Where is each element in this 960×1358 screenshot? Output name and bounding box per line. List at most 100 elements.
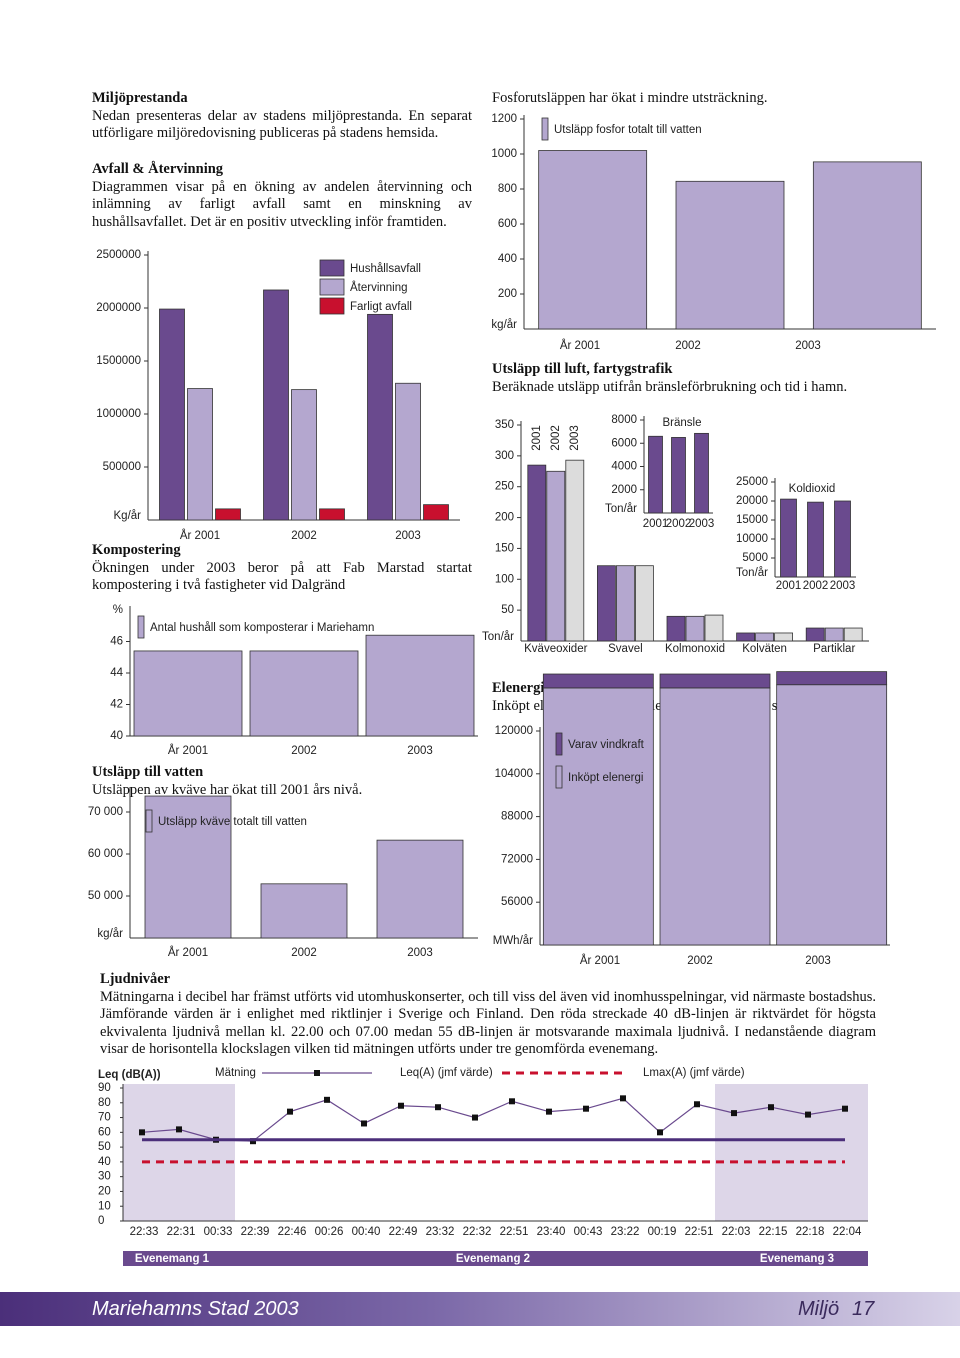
bar (542, 687, 654, 946)
bar (527, 464, 547, 642)
legend-label: 2002 (550, 425, 562, 451)
y-tick-label: 50 (501, 604, 514, 616)
y-axis-label: Kg/år (114, 510, 142, 522)
x-tick-label: 22:04 (833, 1226, 862, 1238)
event-label: Evenemang 2 (456, 1253, 530, 1265)
point (583, 1105, 589, 1112)
legend-label: Varav vindkraft (568, 739, 645, 751)
y-tick-label: 100 (495, 573, 514, 585)
point (509, 1098, 515, 1105)
y-tick-label: 600 (498, 218, 517, 230)
point (657, 1129, 663, 1136)
bar (843, 627, 863, 642)
y-tick-label: 10 (98, 1200, 111, 1212)
point (398, 1102, 404, 1109)
paragraph: Diagrammen visar på en ökning av andelen… (92, 178, 472, 230)
bar (423, 504, 449, 521)
y-tick-label: 5000 (742, 552, 768, 564)
bar (376, 839, 464, 939)
x-tick-label: 00:33 (204, 1226, 233, 1238)
y-tick-label: 400 (498, 253, 517, 265)
y-axis-label: Ton/år (605, 503, 637, 515)
x-tick-label: 22:32 (463, 1226, 492, 1238)
x-tick-label: 22:46 (278, 1226, 307, 1238)
heading: Utsläpp till vatten (92, 764, 204, 780)
bar (215, 508, 241, 521)
bar (736, 632, 755, 642)
section: Avfall & Återvinning Diagrammen visar på … (92, 161, 472, 231)
bar (133, 650, 243, 737)
bar (780, 498, 797, 578)
legend-label: Utsläpp kväve totalt till vatten (158, 816, 307, 828)
x-tick-label: 2001 (643, 518, 669, 530)
y-tick-label: 1000000 (96, 408, 141, 420)
x-tick-label: 2002 (675, 340, 701, 352)
point (435, 1104, 441, 1111)
bar (812, 161, 922, 330)
point (768, 1104, 774, 1111)
y-tick-label: 4000 (611, 461, 637, 473)
y-tick-label: 120000 (495, 725, 533, 737)
x-tick-label: Kolväten (742, 643, 787, 655)
point (620, 1095, 626, 1102)
event-bar (123, 1251, 868, 1266)
x-tick-label: 23:32 (426, 1226, 455, 1238)
y-tick-label: 72000 (501, 853, 533, 865)
point (361, 1120, 367, 1127)
charts: 500000 1000000 1500000 2000000 2500000 Kg/år Å… (88, 113, 936, 1266)
x-tick-label: 2003 (395, 530, 421, 542)
x-tick-label: Partiklar (813, 643, 855, 655)
y-tick-label: 30 (98, 1171, 111, 1183)
section: Kompostering Ökningen under 2003 beror på… (92, 542, 472, 595)
y-tick-label: 40 (110, 730, 123, 742)
legend-swatch (319, 259, 345, 277)
x-tick-label: Kväveoxider (524, 643, 587, 655)
legend-label: Leq(A) (jmf värde) (400, 1067, 493, 1079)
bar (367, 313, 393, 521)
y-axis-label: kg/år (491, 319, 517, 331)
bar (291, 389, 317, 521)
y-tick-label: 0 (98, 1215, 104, 1227)
point (139, 1129, 145, 1136)
y-tick-label: 350 (495, 419, 514, 431)
y-tick-label: 200 (498, 288, 517, 300)
y-tick-label: 60 000 (88, 848, 123, 860)
section: Ljudnivåer Mätningarna i decibel har främ… (100, 971, 876, 1059)
y-tick-label: 150 (495, 542, 514, 554)
x-tick-label: 2003 (805, 955, 831, 967)
x-tick-label: 2002 (291, 745, 317, 757)
y-tick-label: 80 (98, 1097, 111, 1109)
y-tick-label: 70 000 (88, 806, 123, 818)
paragraph: Nedan presenteras delar av stadens miljö… (92, 107, 472, 142)
y-tick-label: 1500000 (96, 355, 141, 367)
point (472, 1114, 478, 1121)
y-tick-label: 8000 (611, 414, 637, 426)
y-tick-label: 20000 (736, 495, 768, 507)
footer-section: Miljö (798, 1298, 840, 1320)
x-tick-label: 2002 (666, 518, 692, 530)
legend-label: Farligt avfall (350, 301, 412, 313)
legend-swatch (555, 732, 563, 756)
bar (659, 673, 771, 689)
bar (807, 501, 824, 578)
heading: Ljudnivåer (100, 971, 171, 987)
bar (635, 565, 654, 642)
legend-label: Mätning (215, 1067, 256, 1079)
point (546, 1108, 552, 1115)
paragraph: Mätningarna i decibel har främst utförts… (100, 988, 876, 1058)
y-tick-label: 56000 (501, 896, 533, 908)
y-axis-label: MWh/år (493, 935, 533, 947)
x-tick-label: 22:49 (389, 1226, 418, 1238)
x-tick-label: 22:51 (685, 1226, 714, 1238)
point (842, 1105, 848, 1112)
legend-swatch (319, 297, 345, 315)
chart-title: Koldioxid (789, 483, 836, 495)
legend-swatch (145, 809, 153, 833)
x-tick-label: 2001 (776, 580, 802, 592)
x-tick-label: 22:03 (722, 1226, 751, 1238)
point (694, 1101, 700, 1108)
bar (565, 459, 585, 642)
legend-label: Inköpt elenergi (568, 772, 643, 784)
